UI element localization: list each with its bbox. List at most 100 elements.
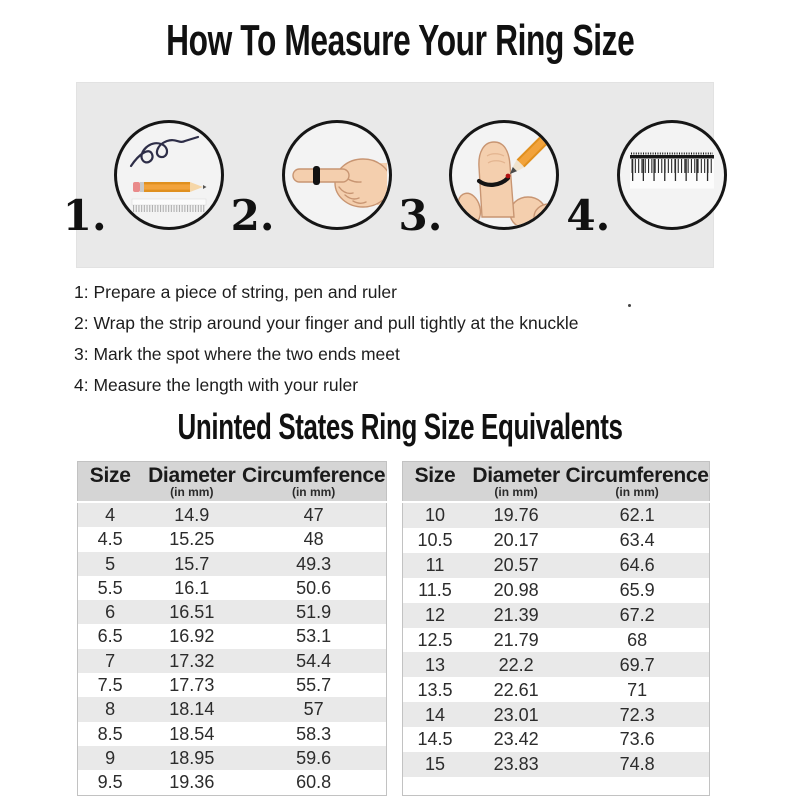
table-row: 9 18.95 59.6 — [77, 745, 387, 771]
diameter-cell: 20.57 — [493, 555, 539, 576]
circumference-cell: 73.6 — [619, 729, 655, 750]
instruction-line-4: 4: Measure the length with your ruler — [74, 375, 359, 395]
pointing-finger-with-string-icon — [291, 158, 387, 208]
size-column-header: Size — [414, 464, 456, 487]
table-header: Size Diameter (in mm) Circumference (in mm… — [77, 461, 387, 502]
circumference-cell: 69.7 — [619, 654, 655, 675]
circumference-cell: 64.6 — [619, 555, 655, 576]
diameter-cell: 20.98 — [493, 580, 539, 601]
step-1-circle — [113, 120, 224, 230]
stray-dot — [628, 304, 631, 307]
size-cell: 10.5 — [417, 530, 453, 551]
step-4-number: 4. — [566, 191, 611, 240]
circumference-cell: 48 — [303, 529, 324, 550]
circumference-cell: 68 — [627, 629, 648, 650]
size-cell: 9.5 — [97, 772, 123, 793]
circumference-cell: 72.3 — [619, 704, 655, 725]
diameter-cell: 22.2 — [498, 654, 534, 675]
circumference-cell: 58.3 — [296, 723, 332, 744]
size-cell: 7.5 — [97, 675, 123, 696]
diameter-cell: 23.01 — [493, 704, 539, 725]
circumference-cell: 50.6 — [296, 577, 332, 598]
table-row: 10.5 20.17 63.4 — [402, 527, 710, 553]
table-body: 10 19.76 62.1 10.5 20.17 63.4 11 20.57 64.6 11.5 2… — [402, 502, 710, 778]
table-title: Uninted States Ring Size Equivalents — [0, 406, 800, 448]
circumference-cell: 59.6 — [296, 747, 332, 768]
size-cell: 10 — [424, 505, 445, 526]
diameter-cell: 17.73 — [169, 675, 215, 696]
table-row: 13.5 22.61 71 — [402, 677, 710, 703]
circumference-cell: 74.8 — [619, 754, 655, 775]
circumference-cell: 55.7 — [296, 675, 332, 696]
diameter-cell: 21.39 — [493, 604, 539, 625]
size-column-header: Size — [89, 464, 131, 487]
diameter-cell: 15.25 — [169, 529, 215, 550]
circumference-cell: 62.1 — [619, 505, 655, 526]
ring-size-table-left: Size Diameter (in mm) Circumference (in mm… — [77, 461, 387, 796]
instruction-line-2: 2: Wrap the strip around your finger and… — [74, 313, 579, 333]
circumference-cell: 49.3 — [296, 553, 332, 574]
table-row: 4 14.9 47 — [77, 502, 387, 528]
instruction-line-1: 1: Prepare a piece of string, pen and ru… — [74, 282, 397, 302]
circumference-cell: 47 — [303, 505, 324, 525]
diameter-cell: 15.7 — [174, 553, 210, 574]
table-row: 6.5 16.92 53.1 — [77, 624, 387, 649]
diameter-cell: 16.1 — [174, 577, 210, 598]
size-cell: 13 — [424, 654, 445, 675]
table-row: 12.5 21.79 68 — [402, 627, 710, 653]
circumference-cell: 71 — [627, 679, 648, 700]
diameter-cell: 14.9 — [174, 505, 210, 525]
diameter-cell: 19.36 — [169, 772, 215, 793]
table-title-text: Uninted States Ring Size Equivalents — [177, 406, 623, 447]
diameter-column-header: Diameter (in mm) — [472, 464, 560, 499]
circumference-cell: 57 — [303, 699, 324, 720]
ring-size-table-right: Size Diameter (in mm) Circumference (in mm… — [402, 461, 710, 796]
page-title: How To Measure Your Ring Size — [0, 16, 800, 66]
size-cell: 6.5 — [97, 626, 123, 647]
size-cell: 8 — [105, 699, 116, 720]
size-cell: 15 — [424, 754, 445, 775]
page-title-text: How To Measure Your Ring Size — [165, 16, 635, 65]
step-4-circle — [617, 120, 728, 230]
size-cell: 7 — [105, 650, 116, 671]
diameter-cell: 23.83 — [493, 754, 539, 775]
diameter-cell: 18.14 — [169, 699, 215, 720]
circumference-column-header: Circumference (in mm) — [565, 464, 709, 499]
circumference-cell: 53.1 — [296, 626, 332, 647]
table-row: 11 20.57 64.6 — [402, 552, 710, 578]
circumference-column-header: Circumference (in mm) — [242, 464, 386, 499]
diameter-cell: 21.79 — [493, 629, 539, 650]
size-cell: 5.5 — [97, 577, 123, 598]
diameter-cell: 23.42 — [493, 729, 539, 750]
table-row: 12 21.39 67.2 — [402, 602, 710, 628]
step-2-circle — [281, 120, 392, 230]
table-row: 5 15.7 49.3 — [77, 551, 387, 576]
diameter-cell: 22.61 — [493, 679, 539, 700]
size-cell: 4.5 — [97, 529, 123, 550]
empty-row — [402, 777, 710, 796]
diameter-cell: 19.76 — [493, 505, 539, 526]
circumference-cell: 63.4 — [619, 530, 655, 551]
instruction-line-3: 3: Mark the spot where the two ends meet — [74, 344, 400, 364]
steps-band: 1. 2. 3. — [63, 82, 728, 268]
table-row: 9.5 19.36 60.8 — [77, 770, 387, 796]
diameter-cell: 16.92 — [169, 626, 215, 647]
diameter-column-header: Diameter (in mm) — [148, 464, 236, 499]
circumference-cell: 60.8 — [296, 772, 332, 793]
diameter-cell: 16.51 — [169, 602, 215, 623]
table-row: 7 17.32 54.4 — [77, 648, 387, 674]
size-cell: 14 — [424, 704, 445, 725]
size-cell: 8.5 — [97, 723, 123, 744]
size-cell: 14.5 — [417, 729, 453, 750]
circumference-cell: 65.9 — [619, 580, 655, 601]
table-row: 4.5 15.25 48 — [77, 527, 387, 552]
table-row: 15 23.83 74.8 — [402, 752, 710, 778]
diameter-cell: 17.32 — [169, 650, 215, 671]
table-row: 14.5 23.42 73.6 — [402, 727, 710, 753]
ruler-measure-icon — [630, 152, 715, 189]
circumference-cell: 67.2 — [619, 604, 655, 625]
size-cell: 4 — [105, 505, 116, 525]
ring-size-tables: Size Diameter (in mm) Circumference (in mm… — [77, 461, 710, 796]
table-row: 8 18.14 57 — [77, 697, 387, 722]
